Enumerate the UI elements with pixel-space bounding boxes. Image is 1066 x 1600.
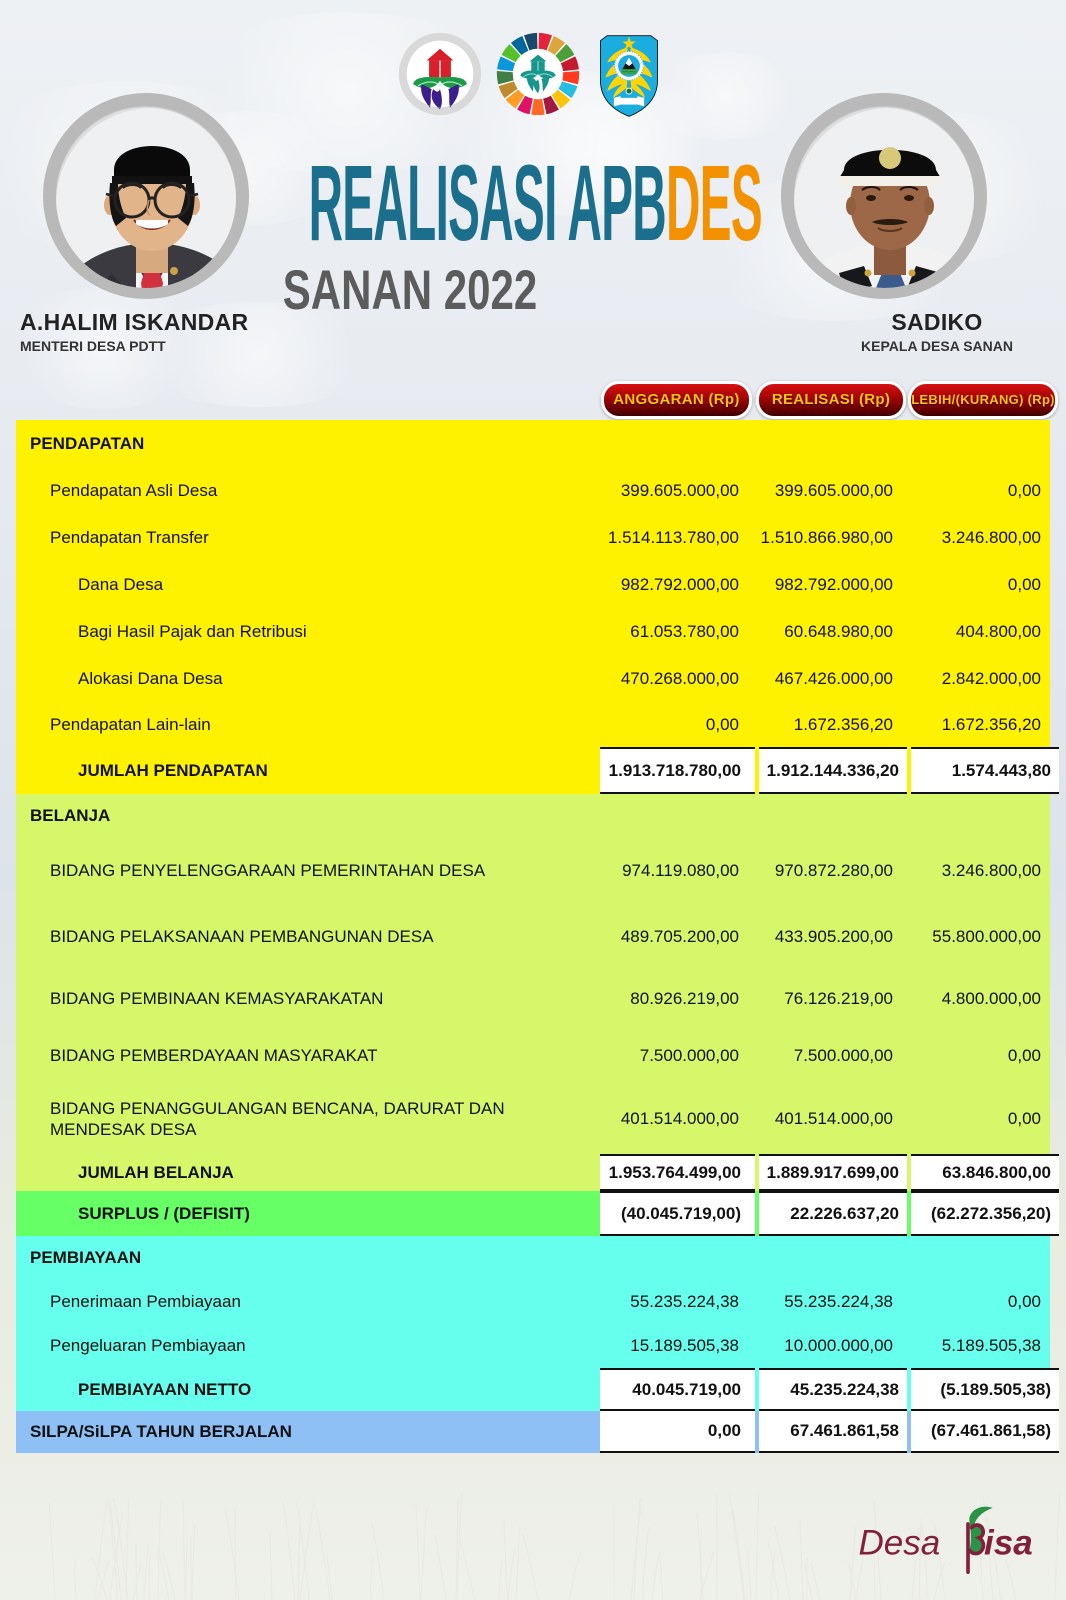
svg-text:Desa: Desa: [859, 1524, 941, 1563]
svg-text:isa: isa: [984, 1524, 1033, 1563]
